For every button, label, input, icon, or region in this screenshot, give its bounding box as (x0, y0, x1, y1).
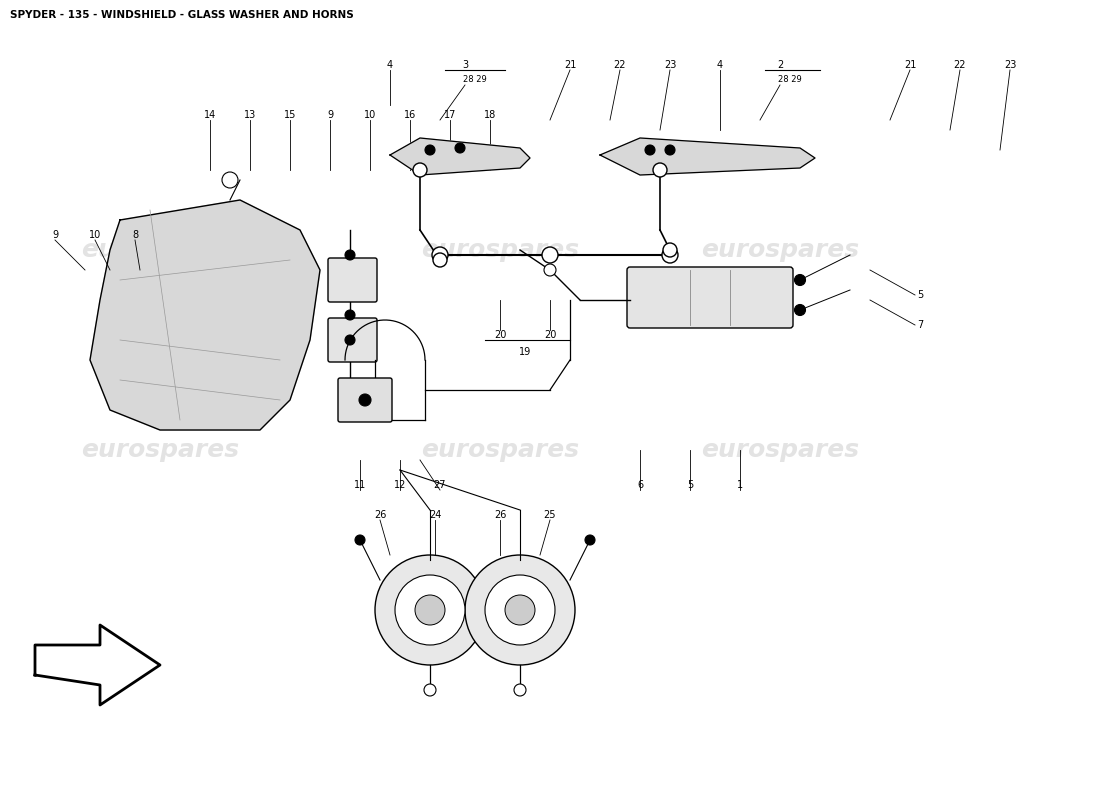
Text: eurospares: eurospares (81, 238, 239, 262)
Text: eurospares: eurospares (81, 438, 239, 462)
Text: 9: 9 (52, 230, 58, 240)
Text: 26: 26 (494, 510, 506, 520)
Text: 27: 27 (433, 480, 447, 490)
Circle shape (222, 172, 238, 188)
Circle shape (425, 145, 435, 155)
Circle shape (345, 310, 355, 320)
FancyBboxPatch shape (328, 258, 377, 302)
Circle shape (653, 163, 667, 177)
Circle shape (663, 243, 676, 257)
Circle shape (514, 684, 526, 696)
Text: eurospares: eurospares (421, 438, 579, 462)
Polygon shape (90, 200, 320, 430)
Text: 13: 13 (244, 110, 256, 120)
Circle shape (585, 535, 595, 545)
Text: 5: 5 (686, 480, 693, 490)
Text: 20: 20 (543, 330, 557, 340)
Text: 12: 12 (394, 480, 406, 490)
Text: 15: 15 (284, 110, 296, 120)
Circle shape (359, 394, 371, 406)
Circle shape (794, 305, 805, 315)
Text: 19: 19 (519, 347, 531, 357)
Text: 22: 22 (954, 60, 966, 70)
Text: 21: 21 (904, 60, 916, 70)
Text: 1: 1 (737, 480, 744, 490)
Circle shape (465, 555, 575, 665)
Text: 6: 6 (637, 480, 644, 490)
Circle shape (666, 145, 675, 155)
Text: 10: 10 (364, 110, 376, 120)
Circle shape (662, 247, 678, 263)
Text: 4: 4 (387, 60, 393, 70)
FancyBboxPatch shape (338, 378, 392, 422)
Circle shape (542, 247, 558, 263)
Circle shape (433, 253, 447, 267)
Text: 8: 8 (132, 230, 139, 240)
Circle shape (345, 335, 355, 345)
Polygon shape (390, 138, 530, 175)
Text: 25: 25 (543, 510, 557, 520)
Circle shape (794, 274, 805, 286)
Text: 14: 14 (204, 110, 216, 120)
Text: 7: 7 (917, 320, 923, 330)
Text: 26: 26 (374, 510, 386, 520)
Text: 28 29: 28 29 (778, 75, 802, 85)
Text: 23: 23 (663, 60, 676, 70)
Text: 4: 4 (717, 60, 723, 70)
Text: 11: 11 (354, 480, 366, 490)
Text: 23: 23 (1004, 60, 1016, 70)
Circle shape (432, 247, 448, 263)
Text: 28 29: 28 29 (463, 75, 487, 85)
Text: 3: 3 (462, 60, 469, 70)
Circle shape (345, 250, 355, 260)
Text: 10: 10 (89, 230, 101, 240)
Text: 21: 21 (564, 60, 576, 70)
Text: 9: 9 (327, 110, 333, 120)
Circle shape (395, 575, 465, 645)
Circle shape (415, 595, 446, 625)
Text: eurospares: eurospares (701, 238, 859, 262)
Text: SPYDER - 135 - WINDSHIELD - GLASS WASHER AND HORNS: SPYDER - 135 - WINDSHIELD - GLASS WASHER… (10, 10, 354, 20)
Circle shape (505, 595, 535, 625)
Circle shape (355, 535, 365, 545)
Circle shape (412, 163, 427, 177)
Text: eurospares: eurospares (421, 238, 579, 262)
Circle shape (375, 555, 485, 665)
Text: 24: 24 (429, 510, 441, 520)
FancyBboxPatch shape (627, 267, 793, 328)
Circle shape (645, 145, 654, 155)
Text: 16: 16 (404, 110, 416, 120)
Text: 22: 22 (614, 60, 626, 70)
Circle shape (485, 575, 556, 645)
FancyBboxPatch shape (328, 318, 377, 362)
Text: 17: 17 (443, 110, 456, 120)
Text: 20: 20 (494, 330, 506, 340)
Polygon shape (35, 625, 160, 705)
Text: 2: 2 (777, 60, 783, 70)
Circle shape (544, 264, 556, 276)
Text: 5: 5 (917, 290, 923, 300)
Circle shape (424, 684, 436, 696)
Text: 18: 18 (484, 110, 496, 120)
Circle shape (455, 143, 465, 153)
Polygon shape (600, 138, 815, 175)
Text: eurospares: eurospares (701, 438, 859, 462)
